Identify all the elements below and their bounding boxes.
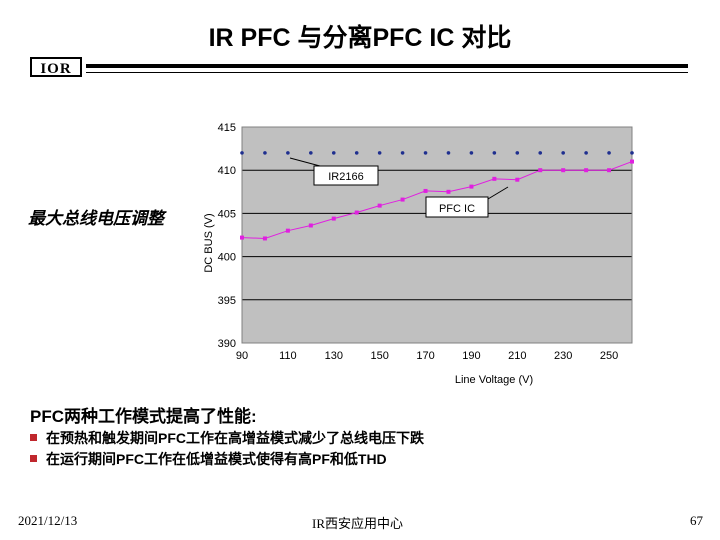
- footer-center: IR西安应用中心: [312, 516, 404, 531]
- page-title: IR PFC 与分离PFC IC 对比: [208, 24, 512, 52]
- data-point: [377, 151, 382, 155]
- bullet-list: 在预热和触发期间PFC工作在高增益模式减少了总线电压下跌 在运行期间PFC工作在…: [30, 428, 424, 470]
- data-point: [400, 151, 405, 155]
- callout-line: [289, 157, 321, 167]
- x-tick-label: 150: [370, 350, 388, 362]
- data-point: [469, 151, 474, 155]
- callout-box: [313, 165, 379, 186]
- data-point: [354, 210, 359, 215]
- y-tick-label: 415: [218, 122, 236, 134]
- data-point: [469, 184, 474, 189]
- annotation-layer: IR2166 PFC IC: [289, 157, 509, 218]
- callout-box: [425, 196, 489, 218]
- x-tick-label: 110: [279, 350, 297, 362]
- data-point: [285, 228, 290, 233]
- data-point: [286, 151, 290, 155]
- footer-date: 2021/12/13: [18, 513, 78, 528]
- data-point: [515, 151, 520, 155]
- data-point: [607, 151, 611, 155]
- side-label: 最大总线电压调整: [28, 209, 164, 229]
- data-point: [492, 176, 497, 181]
- data-point: [331, 216, 336, 221]
- data-point: [331, 151, 336, 155]
- x-tick-label: 230: [554, 350, 572, 362]
- data-point: [561, 168, 566, 173]
- callout-line: [487, 186, 509, 200]
- plot-border: [241, 126, 633, 344]
- series-line: [241, 161, 633, 239]
- x-tick-label: 250: [600, 350, 618, 362]
- data-point: [538, 168, 543, 173]
- data-point: [263, 151, 267, 155]
- x-axis-label: Line Voltage (V): [455, 374, 533, 386]
- bullet-square-icon: [30, 455, 37, 462]
- data-point: [584, 168, 589, 173]
- data-point: [423, 188, 428, 193]
- series-ir2166: [240, 151, 634, 155]
- x-tick-label: 190: [462, 350, 480, 362]
- x-tick-label: 130: [325, 350, 343, 362]
- series-layer: [240, 151, 634, 241]
- data-point: [446, 151, 451, 155]
- y-tick-label: 400: [218, 252, 236, 264]
- y-tick-label: 405: [218, 208, 236, 220]
- annotation-ir2166: IR2166: [328, 171, 363, 183]
- data-point: [240, 151, 244, 155]
- y-tick-label: 395: [218, 295, 236, 307]
- ir-logo: IOR: [30, 57, 82, 77]
- series-pfc-ic: [240, 159, 634, 241]
- data-point: [354, 151, 359, 155]
- data-point: [515, 177, 520, 182]
- section-heading: PFC两种工作模式提高了性能:: [30, 407, 257, 426]
- data-point: [308, 223, 313, 228]
- data-point: [584, 151, 588, 155]
- plot-area: [242, 127, 632, 343]
- data-point: [377, 203, 382, 208]
- x-tick-label: 170: [416, 350, 434, 362]
- data-point: [240, 235, 244, 240]
- data-point: [538, 151, 543, 155]
- data-point: [607, 168, 612, 173]
- y-tick-label: 410: [218, 165, 236, 177]
- data-point: [423, 151, 428, 155]
- data-point: [630, 151, 634, 155]
- y-tick-label: 390: [218, 338, 236, 350]
- data-point: [630, 159, 634, 164]
- data-point: [309, 151, 313, 155]
- x-tick-label: 210: [508, 350, 526, 362]
- x-tick-labels: 90 110 130 150 170 190 210 230 250: [236, 350, 618, 362]
- bullet-square-icon: [30, 434, 37, 441]
- bullet-item: 在运行期间PFC工作在低增益模式使得有高PF和低THD: [30, 449, 424, 470]
- y-axis-label: DC BUS (V): [203, 213, 215, 272]
- grid-lines: [241, 126, 633, 344]
- header-rule-thin: [86, 72, 688, 73]
- x-tick-label: 90: [236, 350, 248, 362]
- bullet-item: 在预热和触发期间PFC工作在高增益模式减少了总线电压下跌: [30, 428, 424, 449]
- annotation-pfc-ic: PFC IC: [439, 203, 475, 215]
- data-point: [446, 189, 451, 194]
- dc-bus-chart: 390 395 400 405 410 415 90 110 130 150 170 190 210 2…: [203, 122, 634, 386]
- data-point: [492, 151, 497, 155]
- data-point: [400, 197, 405, 202]
- data-point: [561, 151, 565, 155]
- header-rule-thick: [86, 64, 688, 68]
- y-tick-labels: 390 395 400 405 410 415: [218, 122, 236, 350]
- data-point: [262, 236, 267, 241]
- footer-page-number: 67: [690, 513, 703, 528]
